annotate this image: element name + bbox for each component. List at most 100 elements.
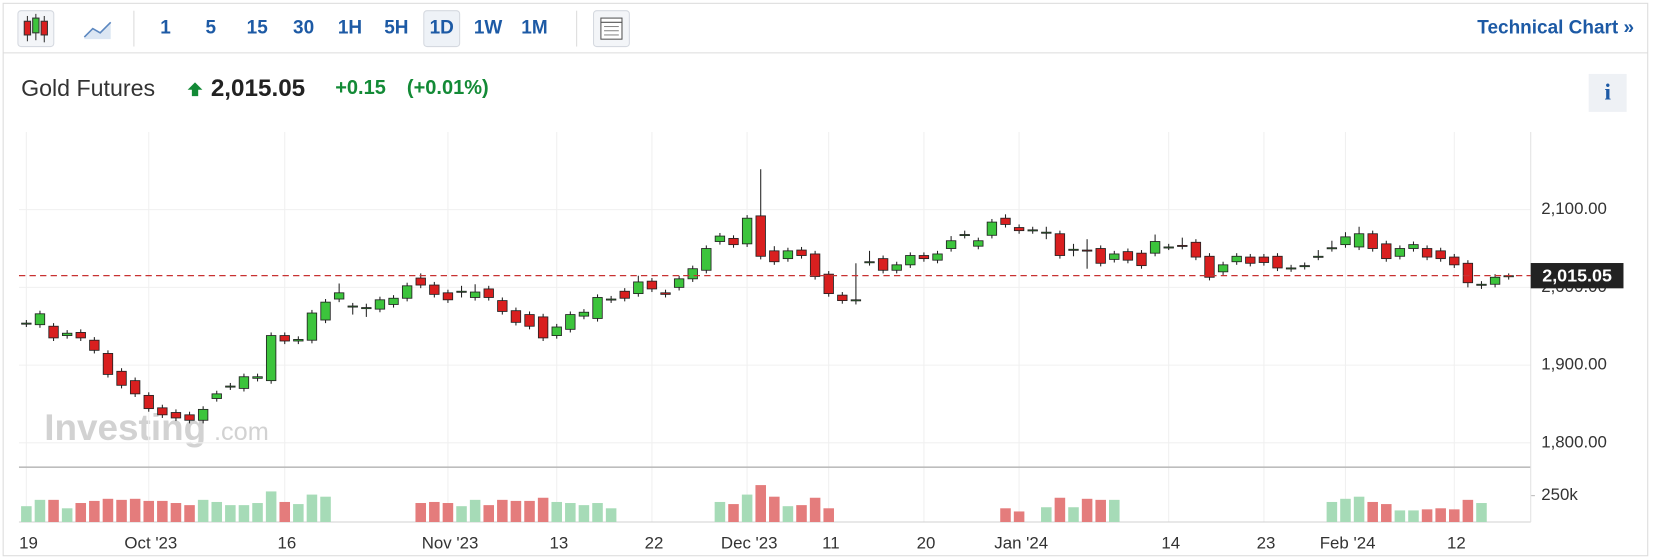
x-tick-label: 20 [917, 534, 936, 553]
x-tick-label: 11 [822, 534, 840, 553]
interval-button[interactable]: 1 [160, 18, 171, 39]
candle-body [605, 298, 617, 301]
last-price-tag [1530, 263, 1624, 289]
candle-type-button[interactable] [17, 10, 55, 48]
candle-body [864, 261, 875, 264]
candle-body [701, 248, 712, 271]
volume-bar [741, 494, 753, 522]
interval-button[interactable]: 1M [521, 18, 547, 39]
volume-bar [225, 505, 236, 522]
candle-body [347, 305, 358, 308]
candle-body [1068, 248, 1079, 251]
candle-body [1353, 233, 1365, 248]
candle-body [1149, 241, 1161, 254]
candle-body [1462, 262, 1474, 284]
volume-bar [714, 501, 726, 522]
volume-bar [129, 498, 141, 522]
y-tick-label: 1,900.00 [1541, 355, 1607, 374]
x-tick-label: Dec '23 [721, 534, 778, 553]
candle-body [48, 325, 59, 339]
candle-body [769, 250, 780, 263]
info-button[interactable]: i [1588, 73, 1627, 112]
candle-body [633, 281, 644, 295]
candle-body [728, 237, 739, 246]
candle-body [1435, 250, 1446, 260]
info-icon[interactable]: i [1604, 79, 1611, 105]
interval-button[interactable]: 15 [247, 18, 269, 39]
volume-bar [796, 505, 807, 522]
volume-bar [592, 503, 603, 522]
candle-body [374, 299, 386, 310]
candle-body [75, 332, 86, 339]
interval-button[interactable]: 1D [430, 18, 454, 39]
volume-bar [823, 508, 834, 522]
candle-body [646, 280, 658, 290]
volume-bar [211, 501, 223, 522]
candle-body [1258, 256, 1270, 263]
volume-bar [442, 503, 454, 522]
volume-bar [279, 501, 291, 522]
interval-button[interactable]: 5 [206, 18, 217, 39]
candle-body [945, 240, 957, 249]
volume-bar [755, 485, 766, 522]
candle-body [1177, 244, 1188, 247]
candle-body [238, 376, 250, 389]
candle-body [1408, 244, 1419, 249]
candle-body [932, 253, 943, 261]
interval-button[interactable]: 30 [293, 18, 314, 39]
volume-bar [157, 500, 168, 522]
volume-bar [429, 501, 440, 522]
volume-bar [1081, 498, 1093, 522]
candle-body [1109, 253, 1120, 260]
candle-body [306, 312, 318, 341]
candle-body [918, 255, 930, 260]
volume-bar [551, 501, 562, 522]
interval-button[interactable]: 1H [338, 18, 362, 39]
interval-button[interactable]: 5H [384, 18, 408, 39]
volume-bar [456, 506, 467, 522]
technical-chart-link[interactable]: Technical Chart » [1477, 18, 1634, 39]
candle-body [102, 353, 114, 375]
candle-body [782, 250, 794, 260]
candle-body [986, 221, 998, 236]
candle-body [1013, 227, 1025, 232]
candle-body [823, 273, 834, 295]
candle-body [61, 332, 73, 336]
candle-body [197, 408, 209, 421]
volume-bar [21, 506, 32, 522]
volume-bar [252, 503, 263, 522]
volume-bar [89, 500, 100, 522]
candle-body [157, 407, 168, 416]
candle-body [1095, 248, 1106, 264]
candle-body [1449, 256, 1460, 266]
candle-body [388, 297, 399, 305]
volume-bar [184, 505, 195, 522]
last-price-tag-label: 2,015.05 [1542, 265, 1612, 285]
candle-body [415, 277, 426, 286]
price-change-percent: (+0.01%) [407, 77, 489, 99]
volume-bar [728, 504, 739, 522]
layout-button[interactable] [592, 10, 630, 48]
candle-body [1081, 249, 1093, 252]
instrument-title: Gold Futures [21, 75, 155, 101]
candle-body [619, 290, 630, 299]
candle-body [116, 370, 127, 386]
candle-body [225, 385, 236, 388]
candle-body [1027, 229, 1038, 232]
volume-bar [1340, 498, 1351, 522]
area-type-button[interactable] [83, 21, 112, 40]
candle-body [1367, 233, 1378, 249]
volume-bar [1421, 509, 1433, 522]
candle-body [1231, 255, 1242, 263]
plot-area: Investing .com 19 Oct '23 16 Nov '23 13 22 Dec… [18, 131, 1624, 553]
x-tick-label: Jan '24 [994, 534, 1048, 553]
interval-button[interactable]: 1W [474, 18, 503, 39]
volume-bar [510, 500, 522, 522]
candle-body [510, 310, 522, 323]
volume-bar [265, 491, 277, 522]
candle-body [252, 376, 263, 379]
x-tick-label: 22 [645, 534, 664, 553]
candle-body [551, 326, 562, 336]
candle-body [755, 215, 766, 257]
x-tick-label: Oct '23 [124, 534, 177, 553]
